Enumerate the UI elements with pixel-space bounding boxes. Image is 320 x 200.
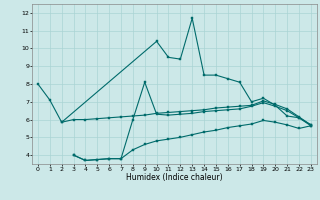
X-axis label: Humidex (Indice chaleur): Humidex (Indice chaleur) bbox=[126, 173, 223, 182]
